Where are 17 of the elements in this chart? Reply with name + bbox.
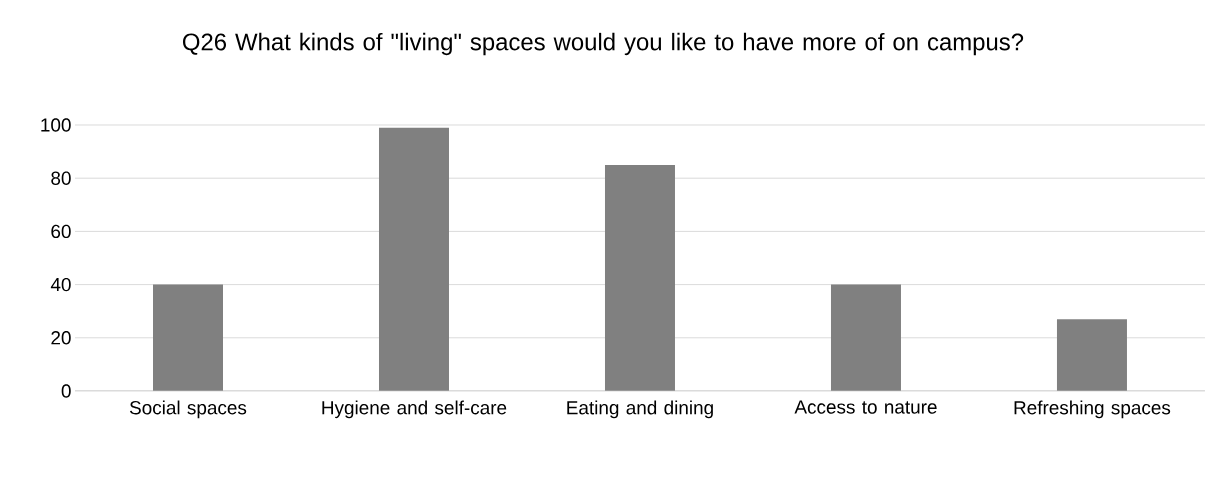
x-tick-label: Hygiene and self-care — [322, 400, 507, 419]
bar — [153, 284, 223, 391]
y-tick-label: 80 — [51, 171, 71, 185]
chart-title: Q26 What kinds of "living" spaces would you like to have more of on campus? — [182, 32, 1024, 56]
bar — [830, 284, 901, 391]
y-tick-label: 60 — [51, 224, 71, 239]
x-tick-label: Eating and dining — [567, 400, 713, 419]
x-tick-label: Access to nature — [794, 400, 937, 414]
y-tick-label: 0 — [61, 384, 71, 398]
x-tick-label: Social spaces — [129, 400, 247, 419]
y-tick-label: 20 — [51, 331, 71, 345]
bar — [378, 127, 449, 391]
x-tick-label: Refreshing spaces — [1014, 400, 1171, 419]
y-tick-label: 100 — [41, 118, 71, 132]
y-tick-label: 40 — [50, 277, 71, 292]
bar — [604, 164, 675, 391]
bar — [1056, 319, 1127, 391]
